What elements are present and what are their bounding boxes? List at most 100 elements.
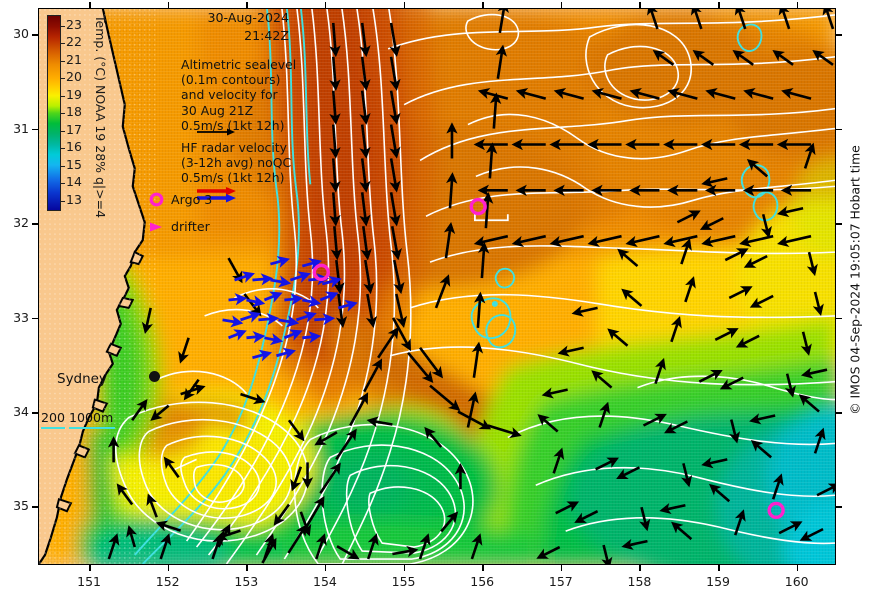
- undefined: [359, 124, 371, 159]
- scale-label-1000m: 1000m: [69, 410, 114, 425]
- latitude-tick-right: [836, 317, 842, 320]
- colorbar-tick-label: 13: [66, 191, 82, 207]
- colorbar-tick-label: 23: [66, 16, 82, 32]
- longitude-tick-top: [246, 2, 248, 8]
- undefined: [692, 50, 715, 66]
- undefined: [481, 192, 494, 229]
- argo-float-marker[interactable]: [469, 197, 487, 216]
- undefined: [211, 533, 223, 560]
- latitude-tick-label: 33: [13, 309, 29, 325]
- undefined: [800, 367, 828, 379]
- argo-key-label: Argo 3: [171, 192, 213, 207]
- undefined: [667, 88, 698, 100]
- undefined: [680, 238, 692, 265]
- hf-radar-arrows: [222, 256, 358, 362]
- undefined: [595, 457, 619, 471]
- map-plot-area[interactable]: 30-Aug-2024 21:42Z Altimetric sealevel (…: [38, 8, 836, 565]
- longitude-tick: [796, 565, 799, 571]
- undefined: [601, 544, 613, 564]
- undefined: [314, 313, 336, 326]
- undefined: [360, 226, 373, 261]
- undefined: [228, 293, 248, 306]
- undefined: [477, 88, 509, 100]
- undefined: [598, 401, 611, 428]
- undefined: [647, 9, 659, 30]
- undefined: [552, 447, 565, 474]
- undefined: [446, 172, 458, 209]
- colorbar-tick: [61, 25, 65, 27]
- longitude-tick-top: [560, 2, 563, 8]
- undefined: [150, 404, 170, 421]
- undefined: [778, 9, 791, 30]
- undefined: [389, 158, 401, 193]
- undefined: [536, 545, 561, 559]
- colorbar-tick-label: 22: [66, 34, 82, 49]
- undefined: [363, 259, 375, 295]
- latitude-tick-right: [836, 128, 842, 131]
- undefined: [487, 424, 522, 439]
- undefined: [392, 545, 419, 558]
- undefined: [471, 341, 484, 378]
- colorbar-tick-label: 18: [66, 104, 82, 119]
- undefined: [337, 299, 358, 312]
- colorbar-tick-label: 21: [66, 51, 82, 67]
- undefined: [429, 384, 461, 411]
- undefined: [652, 50, 675, 66]
- undefined: [690, 9, 703, 30]
- undefined: [621, 288, 643, 307]
- undefined: [305, 496, 325, 528]
- undefined: [663, 420, 688, 434]
- undefined: [778, 521, 803, 535]
- longitude-tick: [560, 565, 563, 571]
- undefined: [335, 428, 357, 461]
- undefined: [443, 221, 456, 259]
- time-stamp: 21:42Z: [244, 28, 289, 43]
- undefined: [407, 351, 434, 384]
- undefined: [183, 378, 200, 401]
- undefined: [321, 275, 342, 288]
- undefined: [366, 416, 393, 428]
- undefined: [557, 345, 584, 357]
- hf-radar-legend-text: HF radar velocity (3-12h avg) noQC 0.5m/…: [181, 140, 292, 186]
- longitude-tick: [403, 565, 406, 571]
- latitude-tick-label: 31: [13, 120, 29, 136]
- latitude-tick-right: [836, 34, 842, 36]
- undefined: [750, 440, 773, 459]
- colorbar-tick-label: 20: [66, 69, 82, 84]
- undefined: [246, 295, 266, 308]
- undefined: [813, 427, 826, 454]
- undefined: [273, 503, 291, 526]
- argo-float-markers[interactable]: [39, 9, 835, 564]
- colorbar-tick: [61, 78, 65, 79]
- latitude-tick-right: [836, 412, 842, 414]
- undefined: [329, 90, 341, 125]
- undefined: [389, 22, 401, 58]
- longitude-tick: [482, 565, 484, 571]
- argo-float-marker[interactable]: [312, 263, 330, 282]
- undefined: [330, 226, 343, 261]
- undefined: [359, 192, 371, 227]
- undefined: [284, 293, 304, 306]
- undefined: [671, 521, 693, 541]
- longitude-tick: [167, 565, 170, 571]
- colorbar-tick: [61, 60, 65, 62]
- undefined: [701, 234, 736, 248]
- undefined: [389, 124, 401, 159]
- latitude-tick-label: 32: [13, 215, 29, 231]
- longitude-tick-top: [324, 2, 327, 8]
- undefined: [252, 273, 274, 286]
- undefined: [258, 313, 280, 326]
- copyright-text: © IMOS 04-Sep-2024 19:05:07 Hobart time: [847, 145, 863, 415]
- colorbar-tick-label: 17: [66, 121, 82, 137]
- city-label-sydney: Sydney: [57, 371, 107, 387]
- undefined: [698, 369, 723, 383]
- argo-float-marker[interactable]: [767, 501, 785, 520]
- undefined: [377, 326, 399, 359]
- undefined: [642, 413, 667, 427]
- colorbar-gradient: [48, 16, 60, 210]
- undefined: [743, 254, 768, 268]
- undefined: [699, 217, 724, 230]
- undefined: [263, 533, 275, 560]
- undefined: [812, 291, 824, 316]
- undefined: [289, 271, 311, 283]
